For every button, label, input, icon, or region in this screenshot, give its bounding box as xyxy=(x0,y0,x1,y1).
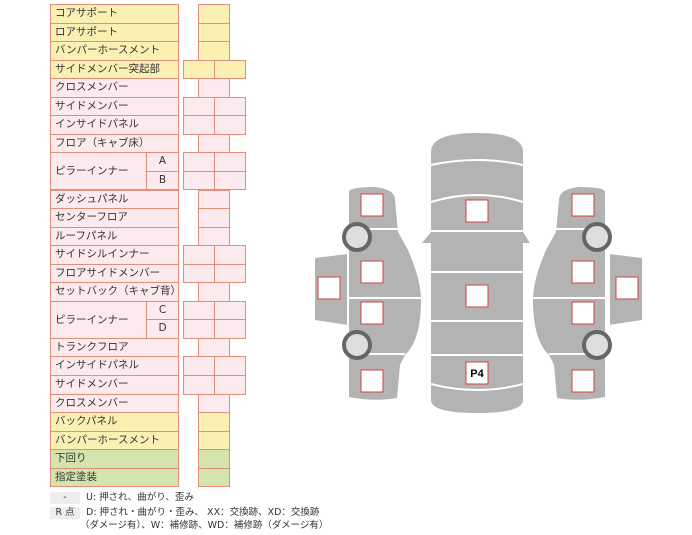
damage-marker[interactable] xyxy=(571,301,595,325)
row-label: サイドメンバー突起部 xyxy=(50,59,179,80)
row-label: フロア（キャブ床） xyxy=(50,133,179,154)
row-label: 指定塗装 xyxy=(50,467,179,488)
wheels xyxy=(342,222,612,360)
row-label: サイドメンバー xyxy=(50,96,179,117)
damage-marker[interactable] xyxy=(571,193,595,217)
damage-marker[interactable] xyxy=(465,199,489,223)
row-sublabel: A xyxy=(146,152,179,172)
wheel-icon xyxy=(582,330,612,360)
row-label: インサイドパネル xyxy=(50,115,179,135)
damage-marker[interactable] xyxy=(360,301,384,325)
marker-label-p4: P4 xyxy=(470,368,484,380)
check-cell[interactable] xyxy=(214,59,246,80)
row-label: サイドシルインナー xyxy=(50,245,179,265)
legend-text-w: （ダメージ有）、W：補修跡、WD：補修跡（ダメージ有） xyxy=(80,520,329,531)
wheel-icon xyxy=(342,330,372,360)
check-cell[interactable] xyxy=(214,115,246,135)
legend-key-dash: - xyxy=(50,492,80,504)
damage-marker[interactable] xyxy=(465,361,489,385)
row-label: フロアサイドメンバー xyxy=(50,263,179,284)
legend-text-d: D: 押され・曲がり・歪み、 XX：交換跡、XD：交換跡 xyxy=(86,507,320,518)
damage-marker[interactable] xyxy=(360,369,384,393)
check-cell[interactable] xyxy=(198,467,230,488)
damage-marker[interactable] xyxy=(465,284,489,308)
check-cell[interactable] xyxy=(214,319,246,339)
damage-marker[interactable] xyxy=(317,276,341,300)
damage-marker[interactable] xyxy=(360,260,384,284)
damage-marker[interactable] xyxy=(571,369,595,393)
damage-marker[interactable] xyxy=(360,193,384,217)
legend-text-u: U: 押され、曲がり、歪み xyxy=(86,492,194,503)
row-label: ピラーインナー xyxy=(50,300,147,339)
row-label: クロスメンバー xyxy=(50,393,179,414)
row-label: センターフロア xyxy=(50,208,179,228)
row-label: バンパーホースメント xyxy=(50,430,179,451)
row-label: バックパネル xyxy=(50,412,179,432)
damage-marker[interactable] xyxy=(615,276,639,300)
damage-marker[interactable] xyxy=(571,260,595,284)
wheel-icon xyxy=(342,222,372,252)
row-label: クロスメンバー xyxy=(50,78,179,98)
car-right-side xyxy=(533,187,605,400)
wheel-icon xyxy=(582,222,612,252)
row-sublabel: C xyxy=(146,300,179,321)
check-cell[interactable] xyxy=(214,263,246,284)
check-cell[interactable] xyxy=(214,170,246,191)
row-label: ピラーインナー xyxy=(50,152,147,191)
check-cell[interactable] xyxy=(214,375,246,395)
row-label: バンパーホースメント xyxy=(50,41,179,61)
legend-key-r: R 点 xyxy=(50,507,80,519)
car-left-side xyxy=(349,187,421,400)
